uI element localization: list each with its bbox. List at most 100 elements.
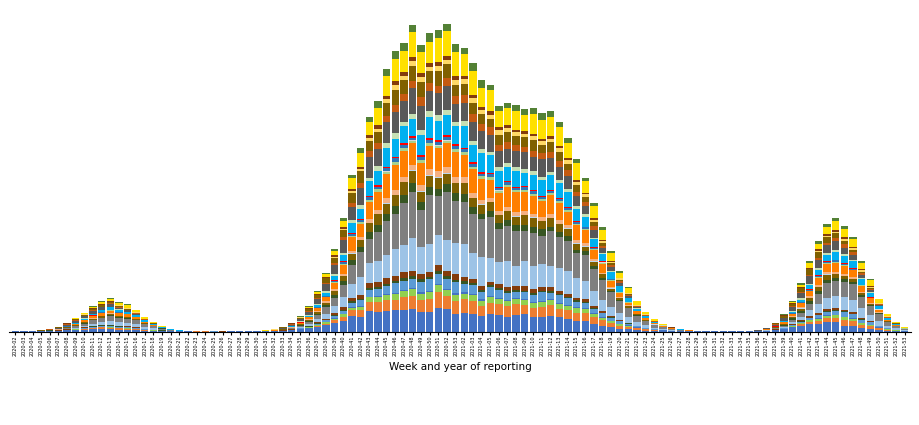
Bar <box>469 98 476 103</box>
Bar <box>348 189 356 191</box>
Bar <box>313 295 321 298</box>
Bar <box>504 142 511 149</box>
Bar <box>72 324 79 325</box>
Bar <box>529 302 537 303</box>
Bar <box>443 289 450 290</box>
Bar <box>616 313 623 320</box>
Bar <box>779 327 787 328</box>
Bar <box>607 265 614 267</box>
Bar <box>305 321 312 322</box>
Bar <box>573 209 580 221</box>
Bar <box>581 229 588 230</box>
Bar <box>124 317 131 318</box>
Bar <box>590 238 596 239</box>
Bar <box>563 189 571 192</box>
Bar <box>124 329 131 330</box>
Bar <box>632 312 640 314</box>
Bar <box>391 157 399 158</box>
Bar <box>823 311 830 312</box>
Bar <box>598 253 606 255</box>
Bar <box>451 149 459 152</box>
Bar <box>451 193 459 201</box>
Bar <box>365 151 372 157</box>
Bar <box>866 286 873 287</box>
Bar <box>581 178 588 181</box>
Bar <box>357 299 364 300</box>
Bar <box>823 227 830 234</box>
Bar <box>132 315 140 317</box>
Bar <box>124 310 131 312</box>
Bar <box>831 250 838 252</box>
Bar <box>339 310 346 311</box>
Bar <box>451 275 459 280</box>
Bar <box>339 297 346 307</box>
Bar <box>788 318 795 320</box>
Bar <box>494 135 502 145</box>
Bar <box>823 243 830 245</box>
Bar <box>469 141 476 145</box>
Bar <box>323 296 329 297</box>
Bar <box>598 326 606 332</box>
Bar <box>814 276 822 277</box>
Bar <box>486 111 494 115</box>
Bar <box>632 326 640 327</box>
Bar <box>425 291 433 292</box>
Bar <box>339 314 346 317</box>
Bar <box>512 304 519 315</box>
Bar <box>391 165 399 190</box>
Bar <box>382 295 390 300</box>
Bar <box>417 300 425 312</box>
Bar <box>296 323 303 324</box>
Bar <box>451 293 459 295</box>
Bar <box>408 171 415 183</box>
Bar <box>365 138 372 141</box>
Bar <box>348 237 356 251</box>
Bar <box>814 324 822 332</box>
Bar <box>435 177 442 178</box>
Bar <box>391 82 399 85</box>
Bar <box>443 184 450 192</box>
Bar <box>538 141 545 144</box>
Bar <box>150 329 157 330</box>
Bar <box>374 167 381 171</box>
Bar <box>494 215 502 223</box>
Bar <box>339 285 346 297</box>
Bar <box>477 204 484 205</box>
Bar <box>573 300 580 302</box>
Bar <box>840 320 847 326</box>
Bar <box>563 319 571 332</box>
Bar <box>848 284 856 300</box>
Bar <box>477 286 484 289</box>
Bar <box>857 273 864 275</box>
Bar <box>607 264 614 265</box>
Bar <box>512 217 519 225</box>
Bar <box>365 302 372 311</box>
Bar <box>857 272 864 273</box>
Bar <box>538 159 545 177</box>
Bar <box>874 304 881 305</box>
Bar <box>331 281 338 282</box>
Bar <box>555 309 562 317</box>
Bar <box>469 214 476 253</box>
Bar <box>107 328 114 329</box>
Bar <box>779 321 787 322</box>
Bar <box>89 318 96 319</box>
Bar <box>494 188 502 190</box>
Bar <box>494 193 502 211</box>
Bar <box>590 261 596 266</box>
Bar <box>504 103 511 108</box>
Bar <box>132 313 140 314</box>
Bar <box>590 291 596 306</box>
Bar <box>840 265 847 266</box>
Bar <box>97 307 105 310</box>
Bar <box>132 331 140 332</box>
Bar <box>494 130 502 135</box>
Bar <box>581 309 588 313</box>
Bar <box>866 322 873 325</box>
Bar <box>81 329 88 330</box>
Bar <box>339 274 346 276</box>
Bar <box>417 210 425 247</box>
Bar <box>563 229 571 236</box>
Bar <box>504 211 511 220</box>
Bar <box>857 275 864 278</box>
